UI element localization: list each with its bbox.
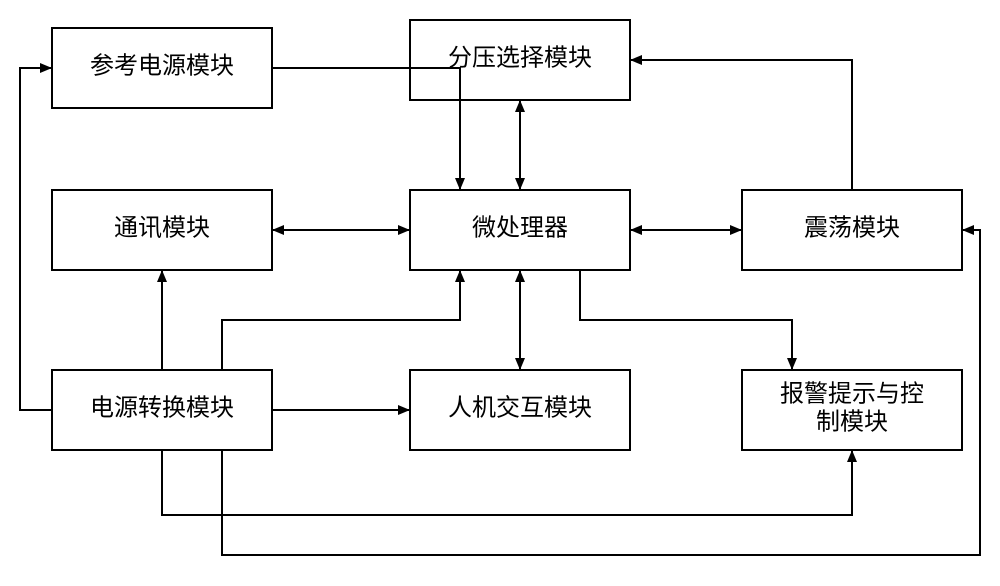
edge-mcu-osc	[630, 225, 742, 235]
node-label-ref_power: 参考电源模块	[90, 53, 234, 80]
node-label-osc: 震荡模块	[804, 215, 900, 242]
edge-mcu-hmi	[515, 270, 525, 370]
node-label-power_conv: 电源转换模块	[90, 395, 234, 422]
node-label-alarm-2: 制模块	[816, 409, 888, 436]
node-mcu: 微处理器	[410, 190, 630, 270]
node-power_conv: 电源转换模块	[52, 370, 272, 450]
edge-osc-div	[630, 55, 852, 190]
edge-pc-alarm	[162, 450, 857, 515]
node-label-voltage_div: 分压选择模块	[448, 45, 592, 72]
edge-pc-mcu	[222, 270, 465, 370]
edge-mcu-alarm	[580, 270, 797, 370]
node-label-alarm: 报警提示与控	[780, 381, 924, 408]
node-comm: 通讯模块	[52, 190, 272, 270]
edge-pc-comm	[157, 270, 167, 370]
node-osc: 震荡模块	[742, 190, 962, 270]
node-hmi: 人机交互模块	[410, 370, 630, 450]
node-label-hmi: 人机交互模块	[448, 395, 592, 422]
edge-pc-hmi	[272, 405, 410, 415]
block-diagram: 参考电源模块 分压选择模块通讯模块 微处理器 震荡模块电源转换模块 人机交互模块 报警提示…	[0, 0, 1000, 586]
node-ref_power: 参考电源模块	[52, 28, 272, 108]
edge-pc-ref	[20, 63, 52, 410]
node-label-comm: 通讯模块	[114, 215, 210, 242]
edge-div-mcu	[515, 100, 525, 190]
node-voltage_div: 分压选择模块	[410, 20, 630, 100]
node-alarm: 报警提示与控制模块	[742, 370, 962, 450]
edge-comm-mcu	[272, 225, 410, 235]
node-label-mcu: 微处理器	[472, 215, 568, 242]
